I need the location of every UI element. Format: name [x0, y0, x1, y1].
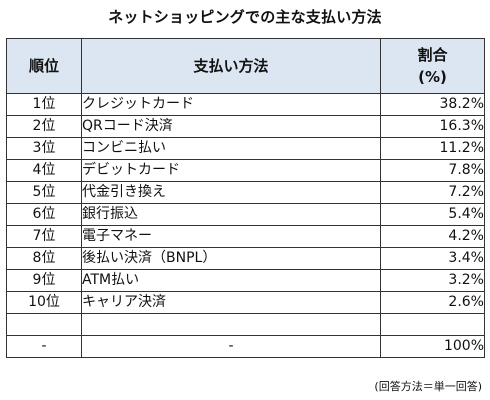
method-cell: 代金引き換え	[81, 181, 381, 204]
divider-cell	[380, 313, 485, 336]
share-cell: 7.2%	[380, 181, 485, 204]
page-title: ネットショッピングでの主な支払い方法	[108, 8, 382, 26]
table-row: 2位 QRコード決済 16.3%	[6, 115, 485, 138]
rank-cell: 8位	[6, 247, 82, 270]
answer-method-note: (回答方法＝単一回答)	[374, 380, 482, 393]
header-share-line1: 割合	[417, 46, 448, 64]
total-method-cell: -	[81, 335, 381, 358]
method-cell: 銀行振込	[81, 203, 381, 226]
divider-cell	[81, 313, 381, 336]
rank-cell: 1位	[6, 93, 82, 116]
payment-method-table: 順位 支払い方法 割合 (%) 1位 クレジットカード 38.2% 2位 QRコ…	[6, 38, 485, 358]
table-header-row: 順位 支払い方法 割合 (%)	[6, 38, 485, 94]
method-cell: 後払い決済（BNPL）	[81, 247, 381, 270]
share-cell: 3.2%	[380, 269, 485, 292]
share-cell: 4.2%	[380, 225, 485, 248]
table-row: 3位 コンビニ払い 11.2%	[6, 137, 485, 160]
table-row: 6位 銀行振込 5.4%	[6, 203, 485, 226]
header-method: 支払い方法	[81, 38, 381, 94]
header-share-line2: (%)	[418, 68, 447, 86]
method-cell: QRコード決済	[81, 115, 381, 138]
method-cell: デビットカード	[81, 159, 381, 182]
table-row: 9位 ATM払い 3.2%	[6, 269, 485, 292]
method-cell: ATM払い	[81, 269, 381, 292]
share-cell: 5.4%	[380, 203, 485, 226]
share-cell: 2.6%	[380, 291, 485, 314]
rank-cell: 3位	[6, 137, 82, 160]
rank-cell: 2位	[6, 115, 82, 138]
share-cell: 7.8%	[380, 159, 485, 182]
divider-cell	[6, 313, 82, 336]
share-cell: 11.2%	[380, 137, 485, 160]
total-row: - - 100%	[6, 335, 485, 358]
method-cell: 電子マネー	[81, 225, 381, 248]
total-rank-cell: -	[6, 335, 82, 358]
rank-cell: 10位	[6, 291, 82, 314]
table-row: 5位 代金引き換え 7.2%	[6, 181, 485, 204]
header-rank: 順位	[6, 38, 82, 94]
rank-cell: 6位	[6, 203, 82, 226]
table-row: 1位 クレジットカード 38.2%	[6, 93, 485, 116]
header-share: 割合 (%)	[380, 38, 485, 94]
share-cell: 16.3%	[380, 115, 485, 138]
rank-cell: 4位	[6, 159, 82, 182]
table-divider-row	[6, 313, 485, 336]
table-row: 4位 デビットカード 7.8%	[6, 159, 485, 182]
table-row: 7位 電子マネー 4.2%	[6, 225, 485, 248]
method-cell: キャリア決済	[81, 291, 381, 314]
rank-cell: 9位	[6, 269, 82, 292]
method-cell: コンビニ払い	[81, 137, 381, 160]
method-cell: クレジットカード	[81, 93, 381, 116]
rank-cell: 5位	[6, 181, 82, 204]
table-row: 8位 後払い決済（BNPL） 3.4%	[6, 247, 485, 270]
table-row: 10位 キャリア決済 2.6%	[6, 291, 485, 314]
share-cell: 38.2%	[380, 93, 485, 116]
total-share-cell: 100%	[380, 335, 485, 358]
share-cell: 3.4%	[380, 247, 485, 270]
rank-cell: 7位	[6, 225, 82, 248]
